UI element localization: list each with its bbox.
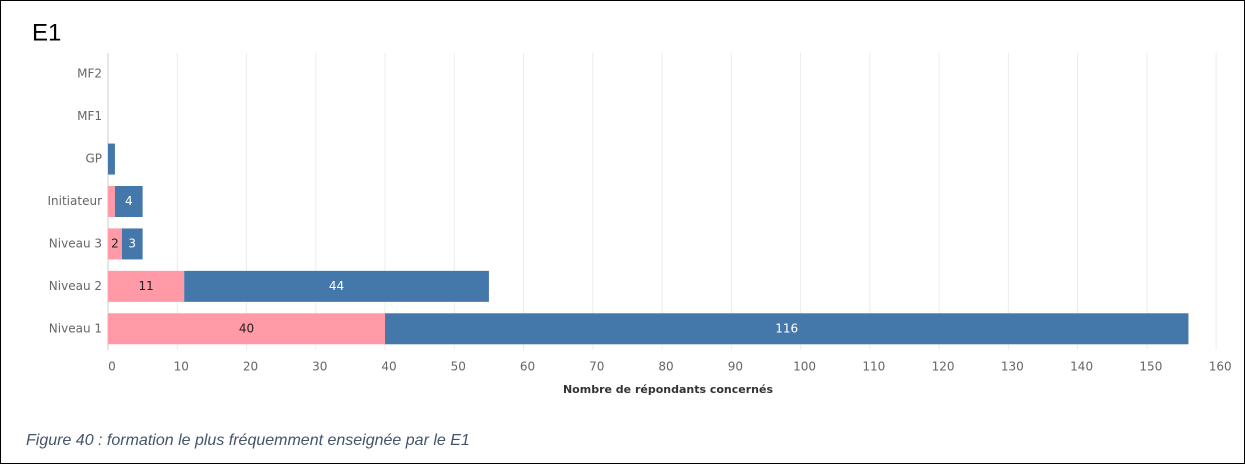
x-tick-label: 120 xyxy=(932,360,955,374)
x-tick-label: 100 xyxy=(793,360,816,374)
x-tick-label: 40 xyxy=(381,360,396,374)
bar-segment xyxy=(108,186,115,217)
bar-segment xyxy=(108,143,115,175)
y-tick-label: Niveau 1 xyxy=(49,321,102,335)
y-tick-label: Niveau 2 xyxy=(49,279,102,293)
x-tick-label: 10 xyxy=(174,360,189,374)
y-tick-label: Initiateur xyxy=(48,194,103,208)
x-axis-label: Nombre de répondants concernés xyxy=(563,383,773,396)
bar-segment xyxy=(108,270,185,302)
x-tick-label: 140 xyxy=(1070,360,1093,374)
x-tick-label: 20 xyxy=(243,360,258,374)
bar-segment xyxy=(114,186,143,217)
data-label: 3 xyxy=(128,236,136,250)
data-label: 4 xyxy=(125,194,133,208)
x-tick-label: 80 xyxy=(658,360,673,374)
bar-segment xyxy=(108,228,122,260)
data-label: 11 xyxy=(138,279,153,293)
data-label: 2 xyxy=(111,236,119,250)
x-tick-label: 110 xyxy=(862,360,885,374)
data-label: 40 xyxy=(239,321,254,335)
x-tick-label: 130 xyxy=(1001,360,1024,374)
x-tick-label: 50 xyxy=(451,360,466,374)
y-tick-label: MF1 xyxy=(77,109,102,123)
x-tick-label: 30 xyxy=(312,360,327,374)
data-label: 44 xyxy=(329,279,344,293)
chart-title: E1 xyxy=(32,19,61,46)
x-tick-label: 0 xyxy=(108,360,116,374)
x-tick-label: 160 xyxy=(1209,360,1232,374)
bar-segment xyxy=(121,228,143,260)
data-label: 116 xyxy=(775,321,798,335)
bar-segment xyxy=(184,270,489,302)
y-tick-label: MF2 xyxy=(77,67,102,81)
x-tick-label: 90 xyxy=(728,360,743,374)
bar-segment xyxy=(385,313,1189,345)
y-tick-label: Niveau 3 xyxy=(49,236,102,250)
x-tick-label: 70 xyxy=(589,360,604,374)
caption: Figure 40 : formation le plus fréquemmen… xyxy=(26,432,470,449)
y-tick-label: GP xyxy=(85,152,102,166)
bar-segment xyxy=(108,313,386,345)
x-tick-label: 60 xyxy=(520,360,535,374)
x-tick-label: 150 xyxy=(1139,360,1162,374)
